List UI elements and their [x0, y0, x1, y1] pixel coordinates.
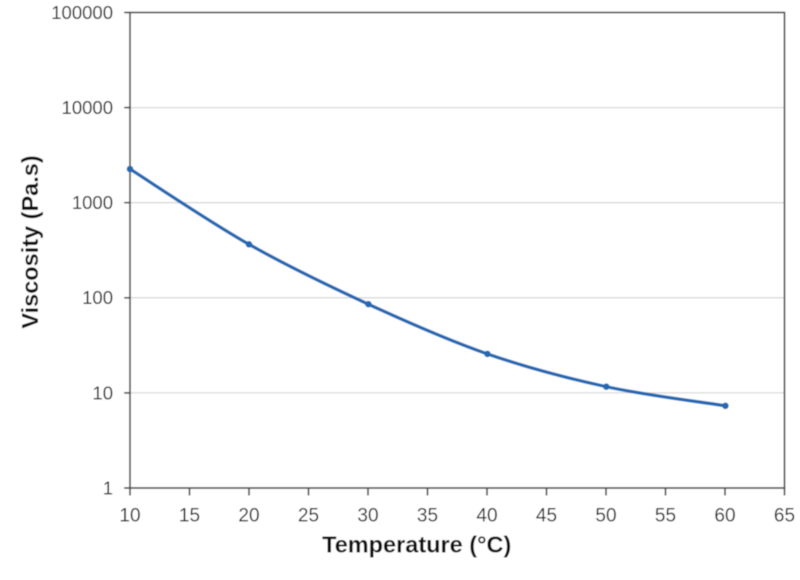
svg-text:1000: 1000: [72, 192, 113, 213]
svg-text:45: 45: [536, 506, 557, 527]
svg-text:50: 50: [595, 506, 616, 527]
svg-text:60: 60: [714, 506, 735, 527]
svg-text:25: 25: [298, 506, 319, 527]
svg-text:10: 10: [119, 506, 140, 527]
svg-text:1: 1: [103, 477, 113, 498]
svg-text:Viscosity (Pa.s): Viscosity (Pa.s): [17, 155, 43, 328]
svg-text:55: 55: [655, 506, 676, 527]
svg-text:30: 30: [357, 506, 378, 527]
svg-text:65: 65: [774, 506, 795, 527]
svg-text:10: 10: [92, 382, 113, 403]
svg-text:10000: 10000: [62, 97, 113, 118]
svg-text:40: 40: [476, 506, 497, 527]
svg-text:100000: 100000: [51, 2, 113, 23]
svg-text:35: 35: [417, 506, 438, 527]
svg-text:15: 15: [179, 506, 200, 527]
svg-text:Temperature (°C): Temperature (°C): [322, 532, 511, 558]
svg-text:100: 100: [82, 287, 113, 308]
svg-text:20: 20: [238, 506, 259, 527]
